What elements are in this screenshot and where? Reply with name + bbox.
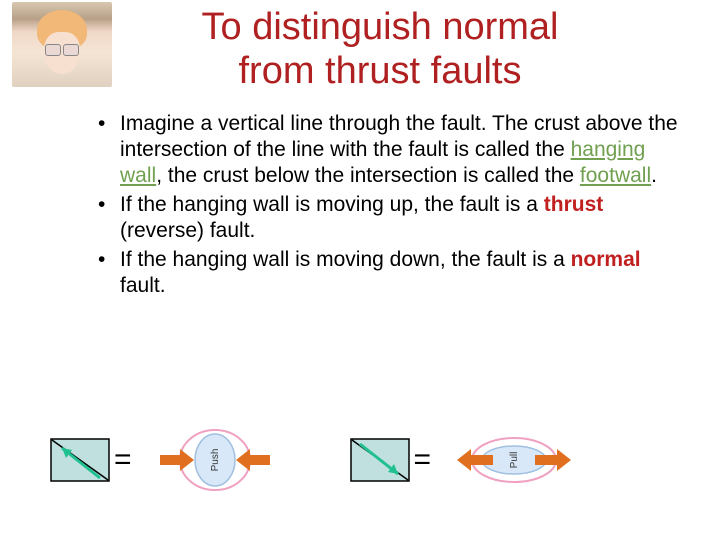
term-thrust: thrust bbox=[544, 193, 604, 216]
child-photo bbox=[12, 2, 112, 87]
diagram-row: = Push = Pull bbox=[0, 410, 720, 510]
push-diagram: Push bbox=[150, 425, 280, 495]
push-label: Push bbox=[210, 449, 221, 472]
bullet-list: Imagine a vertical line through the faul… bbox=[90, 111, 680, 298]
title-line1: To distinguish normal bbox=[202, 6, 559, 48]
normal-fault-box bbox=[350, 438, 410, 482]
title-line2: from thrust faults bbox=[239, 50, 522, 92]
slide-title: To distinguish normal from thrust faults bbox=[60, 0, 700, 93]
bullet-1: Imagine a vertical line through the faul… bbox=[90, 111, 680, 188]
thrust-fault-box bbox=[50, 438, 110, 482]
term-footwall: footwall bbox=[580, 164, 651, 187]
bullet-3: If the hanging wall is moving down, the … bbox=[90, 247, 680, 298]
pull-diagram: Pull bbox=[449, 425, 579, 495]
equals-2: = bbox=[414, 443, 432, 477]
term-normal: normal bbox=[571, 248, 641, 271]
bullet-2: If the hanging wall is moving up, the fa… bbox=[90, 192, 680, 243]
glasses-icon bbox=[45, 44, 79, 56]
pull-label: Pull bbox=[509, 452, 520, 469]
equals-1: = bbox=[114, 443, 132, 477]
